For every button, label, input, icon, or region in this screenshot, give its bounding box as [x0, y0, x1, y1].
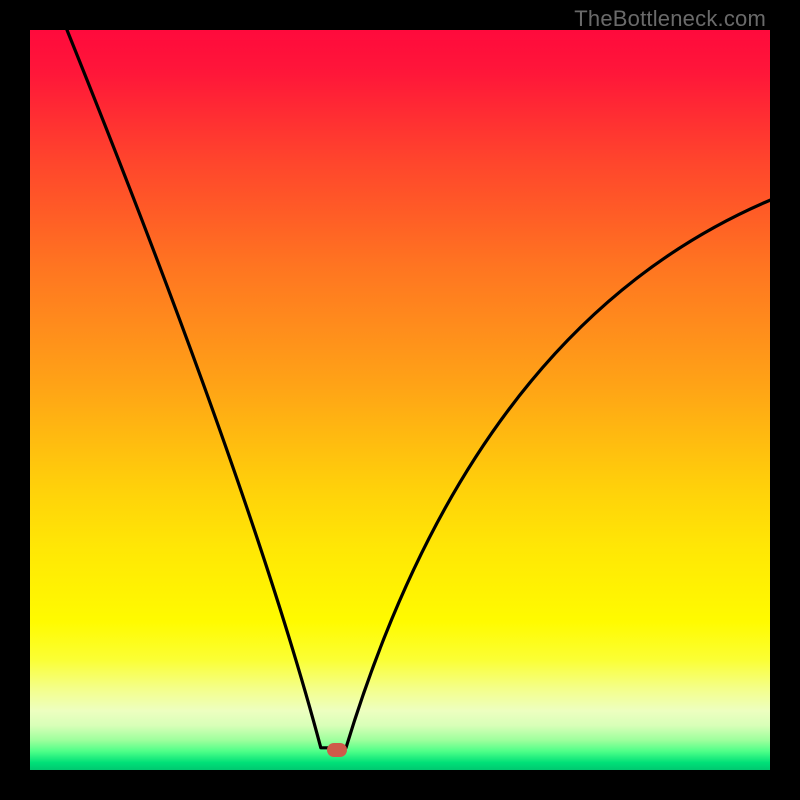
- chart-frame: TheBottleneck.com: [0, 0, 800, 800]
- optimal-point-marker: [327, 743, 347, 757]
- bottleneck-curve: [30, 30, 770, 770]
- watermark-text: TheBottleneck.com: [574, 6, 766, 32]
- plot-area: [30, 30, 770, 770]
